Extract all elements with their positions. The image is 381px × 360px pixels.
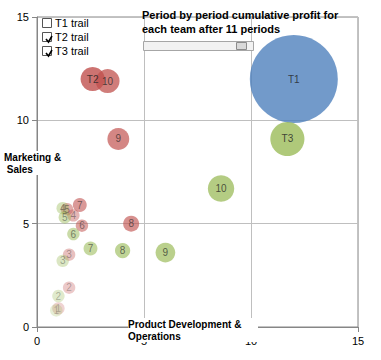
svg-text:0: 0 [23, 321, 29, 333]
svg-text:T2: T2 [87, 74, 99, 85]
svg-text:4: 4 [59, 202, 66, 214]
svg-text:0: 0 [34, 335, 40, 347]
svg-text:9: 9 [116, 133, 122, 144]
svg-text:10: 10 [215, 183, 227, 194]
svg-text:T1: T1 [288, 74, 300, 85]
svg-text:5: 5 [23, 218, 29, 230]
svg-text:T3: T3 [282, 133, 294, 144]
svg-text:4: 4 [71, 210, 77, 221]
svg-text:6: 6 [71, 229, 77, 240]
svg-text:10: 10 [102, 76, 114, 87]
svg-text:5: 5 [62, 212, 68, 223]
svg-text:3: 3 [66, 249, 72, 260]
svg-text:3: 3 [60, 255, 66, 266]
svg-text:Marketing &: Marketing & [4, 152, 61, 163]
svg-text:8: 8 [120, 245, 126, 256]
svg-text:8: 8 [128, 218, 134, 229]
svg-text:T1 trail: T1 trail [55, 17, 89, 29]
svg-text:2: 2 [66, 282, 72, 293]
svg-text:6: 6 [79, 220, 85, 231]
svg-text:2: 2 [56, 291, 62, 302]
svg-text:9: 9 [163, 247, 169, 258]
svg-text:7: 7 [77, 200, 83, 211]
svg-text:each team after 11 periods: each team after 11 periods [142, 23, 280, 35]
svg-text:Period by period cumulative pr: Period by period cumulative profit for [142, 9, 341, 21]
svg-text:T3 trail: T3 trail [55, 45, 89, 57]
svg-text:Product Development &: Product Development & [128, 319, 244, 330]
svg-text:1: 1 [53, 305, 59, 316]
svg-text:Operations: Operations [128, 331, 181, 342]
svg-text:15: 15 [17, 11, 29, 23]
svg-text:10: 10 [17, 114, 29, 126]
svg-text:15: 15 [352, 335, 364, 347]
svg-text:7: 7 [88, 243, 94, 254]
svg-text:Sales: Sales [4, 164, 33, 175]
svg-text:T2 trail: T2 trail [55, 31, 89, 43]
